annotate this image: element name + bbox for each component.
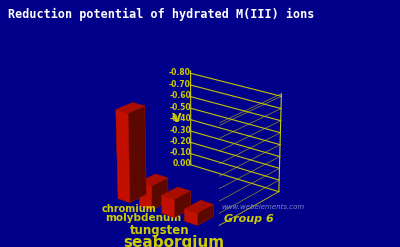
Text: Reduction potential of hydrated M(III) ions: Reduction potential of hydrated M(III) i… (8, 7, 314, 21)
